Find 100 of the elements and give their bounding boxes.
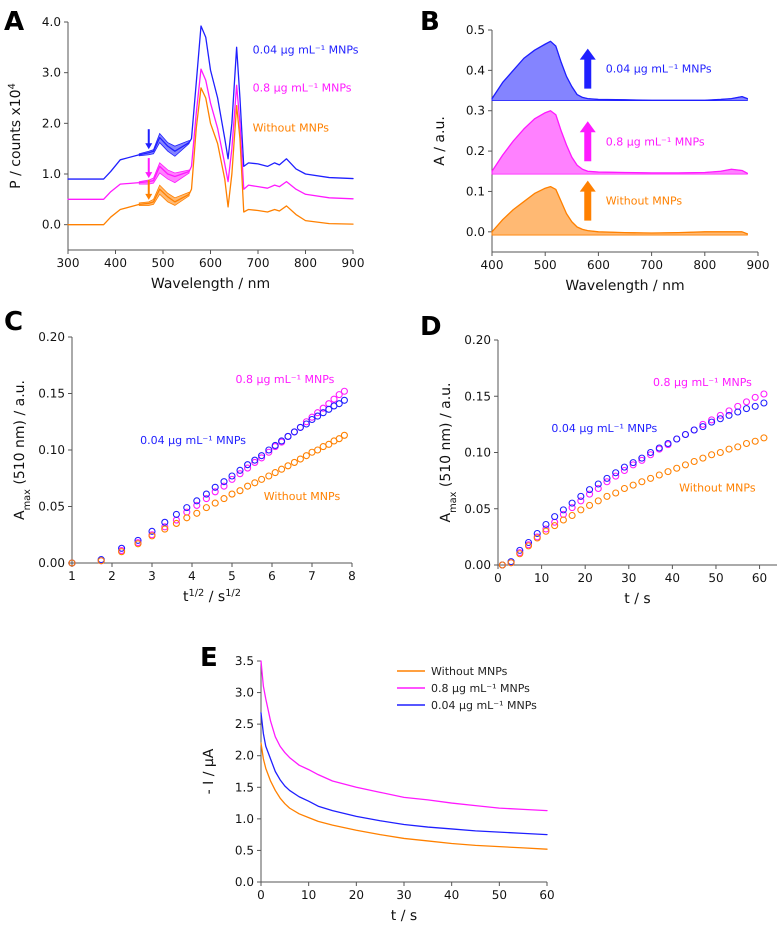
point <box>620 484 628 492</box>
x-tick-label: 3 <box>148 569 156 583</box>
point <box>320 404 327 412</box>
y-tick-label: 1.5 <box>234 780 254 794</box>
point <box>586 486 594 494</box>
point <box>664 468 672 476</box>
point <box>272 469 279 476</box>
point <box>551 522 558 530</box>
point <box>594 484 602 492</box>
point <box>690 458 698 466</box>
point <box>716 415 724 422</box>
x-tick-label: 300 <box>56 256 80 270</box>
point <box>161 523 168 530</box>
point <box>603 492 611 500</box>
point <box>647 451 654 458</box>
x-tick-label: 40 <box>664 571 680 585</box>
point <box>612 469 620 476</box>
legend-label: 0.8 μg mL⁻¹ MNPs <box>431 682 530 695</box>
line-series <box>67 68 354 200</box>
point <box>308 416 316 424</box>
x-tick-label: 1 <box>68 569 76 583</box>
point <box>265 448 272 456</box>
point <box>330 396 338 403</box>
point <box>236 466 244 474</box>
point <box>534 530 541 538</box>
point <box>314 409 322 416</box>
x-tick-label: 60 <box>752 571 768 585</box>
y-tick-label: 0.15 <box>38 386 65 400</box>
point <box>284 462 292 470</box>
chart-title: B <box>420 7 440 37</box>
point <box>647 448 654 456</box>
point <box>228 472 236 480</box>
point <box>161 526 168 533</box>
point <box>302 420 310 428</box>
point <box>202 504 210 512</box>
series-label: 0.04 μg mL⁻¹ MNPs <box>140 434 246 447</box>
point <box>594 497 602 504</box>
point <box>699 420 706 428</box>
point <box>193 510 200 517</box>
series-label: 0.8 μg mL⁻¹ MNPs <box>235 373 335 386</box>
point <box>336 391 343 398</box>
y-tick-label: 0.4 <box>466 63 485 78</box>
x-tick-label: 400 <box>480 258 504 272</box>
point <box>244 461 252 468</box>
legend-label: Without MNPs <box>431 665 508 678</box>
point <box>560 510 567 518</box>
point <box>336 400 343 408</box>
point <box>725 407 733 414</box>
point <box>212 488 219 496</box>
point <box>340 388 348 395</box>
point <box>193 502 200 509</box>
point <box>647 474 654 482</box>
point <box>265 472 272 480</box>
y-tick-label: 0.5 <box>234 843 254 858</box>
point <box>314 446 322 454</box>
x-tick-label: 50 <box>708 571 724 585</box>
y-tick-label: 1.0 <box>234 812 254 826</box>
x-tick-label: 30 <box>621 571 636 585</box>
point <box>734 408 742 416</box>
y-tick-label: 0.00 <box>38 556 65 570</box>
x-axis-title: Wavelength / nm <box>150 276 270 292</box>
point <box>302 418 310 426</box>
point <box>560 506 567 514</box>
point <box>325 440 332 448</box>
chart-title: A <box>4 7 24 37</box>
series-label: 0.04 μg mL⁻¹ MNPs <box>252 43 359 56</box>
line-series <box>260 712 548 836</box>
point <box>612 489 620 497</box>
x-tick-label: 5 <box>228 569 236 583</box>
x-tick-label: 10 <box>534 571 550 585</box>
point <box>752 394 759 401</box>
point <box>586 502 594 509</box>
point <box>568 504 576 512</box>
point <box>325 400 332 408</box>
point <box>725 412 733 419</box>
point <box>330 437 338 445</box>
point <box>752 402 759 410</box>
y-tick-label: 3.0 <box>234 686 254 700</box>
point <box>251 479 258 486</box>
point <box>551 518 558 526</box>
point <box>172 520 180 527</box>
x-tick-label: 50 <box>492 888 507 902</box>
text: 0.04 μg mL⁻¹ MNPs <box>606 62 712 76</box>
y-tick-label: 2.0 <box>42 116 61 130</box>
point <box>220 495 228 502</box>
x-tick-label: 20 <box>348 888 364 902</box>
point <box>630 482 637 489</box>
chart-title: E <box>200 643 218 673</box>
point <box>330 402 338 410</box>
point <box>516 546 524 554</box>
point <box>708 416 716 424</box>
point <box>296 455 304 463</box>
y-tick-label: 2.0 <box>234 748 254 763</box>
point <box>265 446 272 454</box>
x-tick-label: 6 <box>268 569 276 583</box>
point <box>183 514 190 522</box>
y-tick-label: 0.2 <box>466 144 485 158</box>
point <box>752 438 759 445</box>
x-tick-label: 500 <box>152 256 174 270</box>
point <box>699 454 706 462</box>
